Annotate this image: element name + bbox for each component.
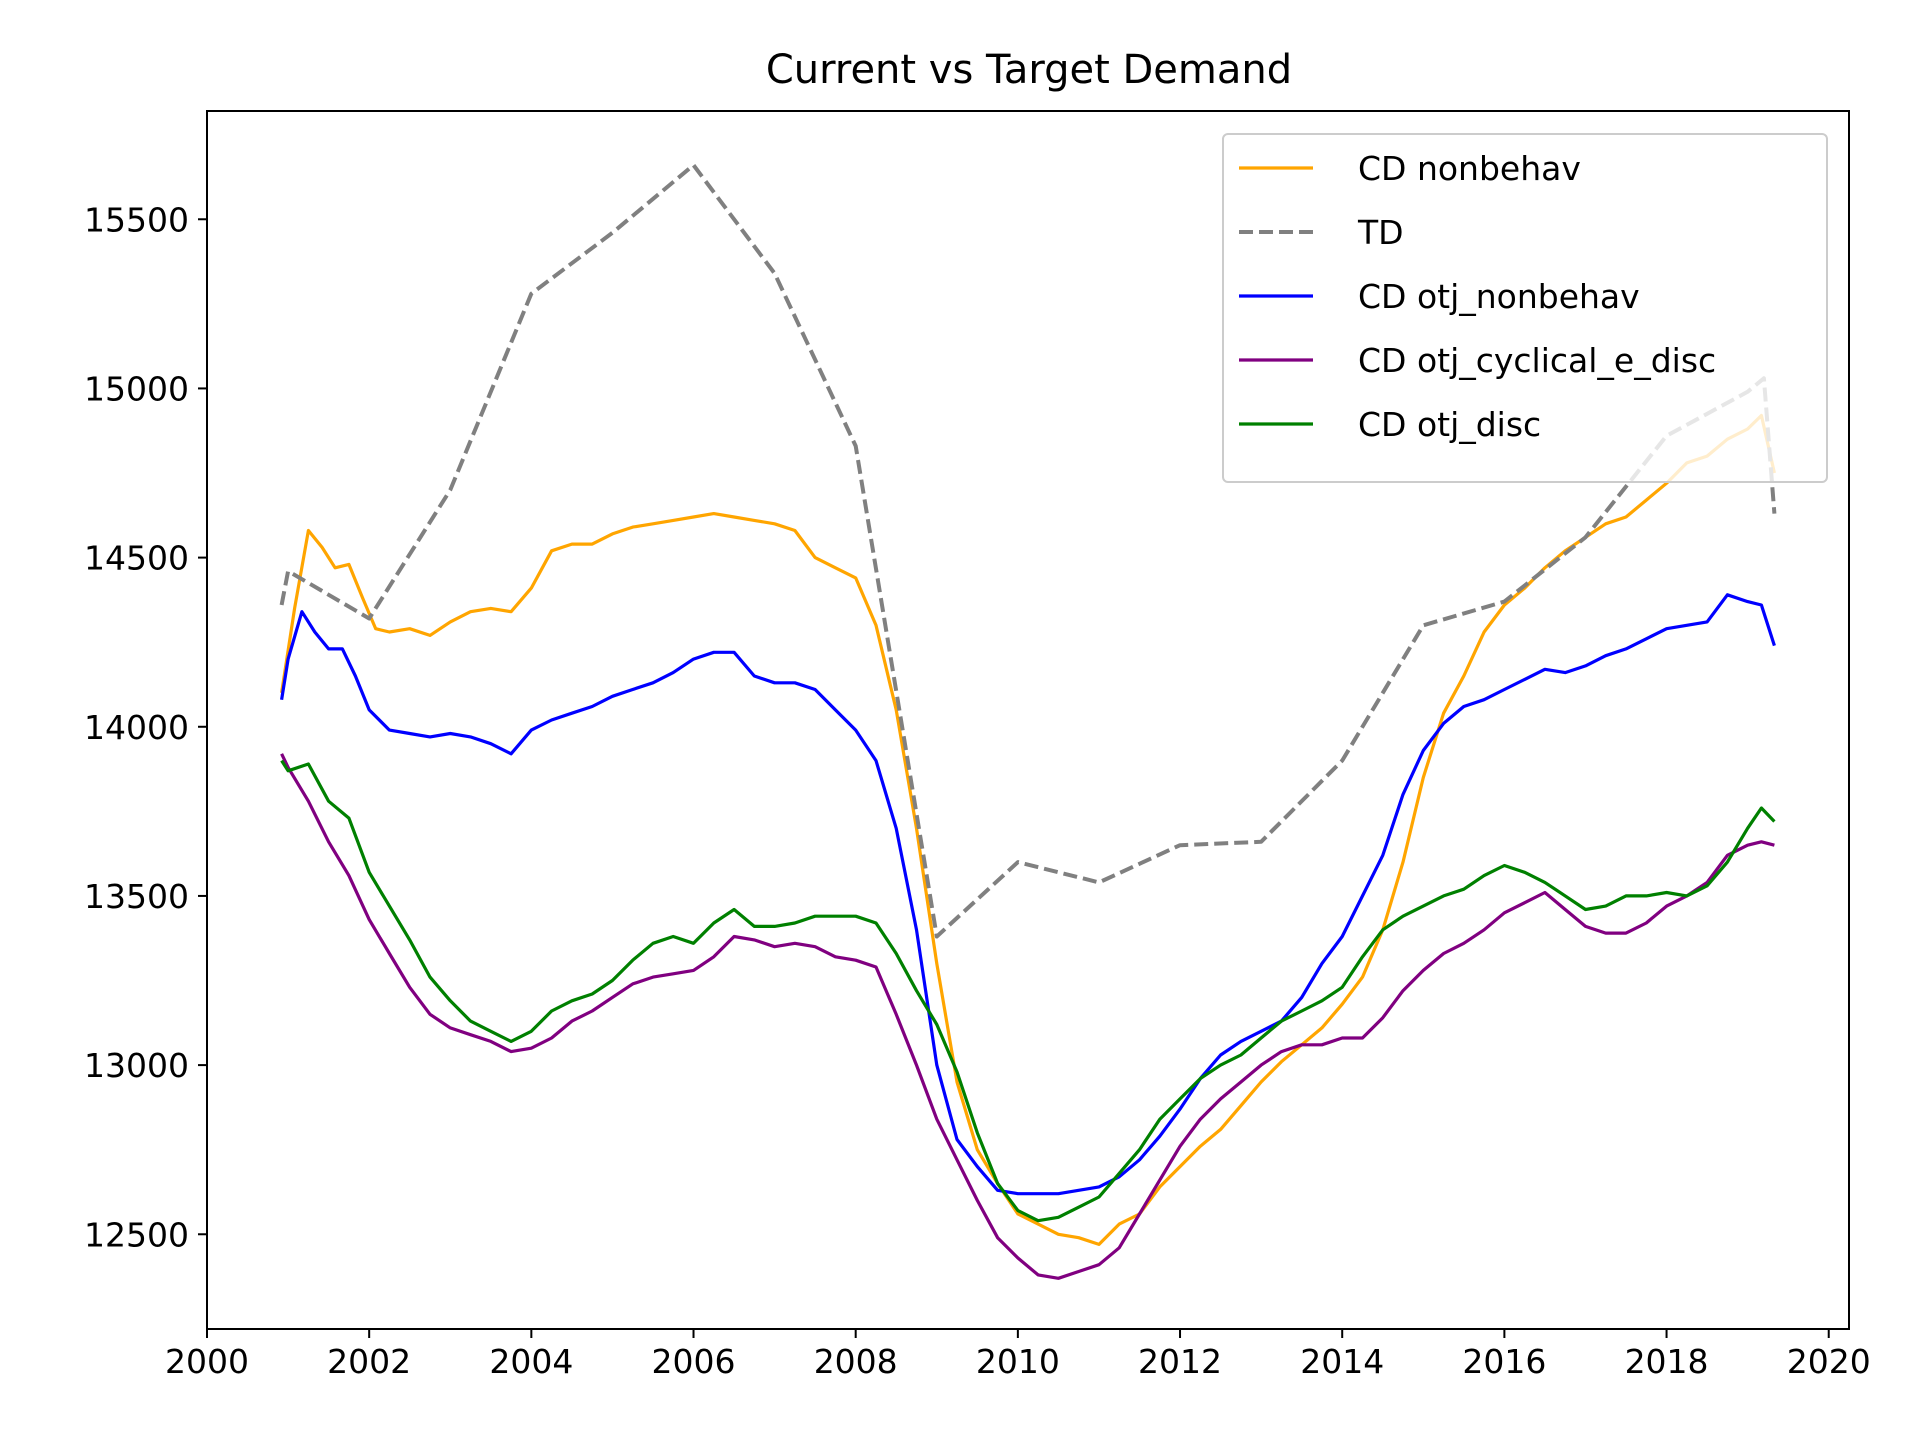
x-tick-label: 2004 bbox=[489, 1342, 573, 1381]
legend-label: CD otj_disc bbox=[1358, 405, 1541, 444]
x-tick-label: 2010 bbox=[976, 1342, 1060, 1381]
legend-label: TD bbox=[1357, 213, 1404, 252]
series-line-td bbox=[279, 163, 1777, 939]
x-tick-label: 2002 bbox=[327, 1342, 411, 1381]
x-tick-label: 2012 bbox=[1138, 1342, 1222, 1381]
legend-box bbox=[1222, 133, 1828, 483]
y-tick-label: 15000 bbox=[84, 369, 189, 408]
x-tick-label: 2006 bbox=[652, 1342, 736, 1381]
y-tick-label: 15500 bbox=[84, 200, 189, 239]
x-tick-label: 2008 bbox=[814, 1342, 898, 1381]
legend-label: CD otj_nonbehav bbox=[1358, 277, 1640, 316]
x-tick-label: 2018 bbox=[1625, 1342, 1709, 1381]
x-tick-label: 2000 bbox=[165, 1342, 249, 1381]
x-tick-label: 2016 bbox=[1462, 1342, 1546, 1381]
legend-label: CD otj_cyclical_e_disc bbox=[1358, 341, 1716, 380]
x-tick-label: 2020 bbox=[1787, 1342, 1871, 1381]
axes-frame bbox=[206, 110, 1850, 1330]
y-tick-label: 13500 bbox=[84, 877, 189, 916]
series-line-cd-otj-disc bbox=[280, 759, 1776, 1223]
series-line-cd-otj-cyclical-e-disc bbox=[280, 753, 1775, 1280]
y-tick-label: 14000 bbox=[84, 708, 189, 747]
y-tick-label: 12500 bbox=[84, 1215, 189, 1254]
y-tick-label: 13000 bbox=[84, 1046, 189, 1085]
plot-area bbox=[279, 163, 1777, 1280]
x-axis: 2000 2002 2004 2006 2008 2010 2012 2014 2016 2018… bbox=[165, 1329, 1871, 1381]
y-axis: 12500 13000 13500 14000 14500 15000 15500 bbox=[84, 200, 207, 1254]
legend: CD nonbehav TD CD otj_nonbehav CD otj_cycli… bbox=[1222, 133, 1828, 483]
y-tick-label: 14500 bbox=[84, 539, 189, 578]
x-tick-label: 2014 bbox=[1300, 1342, 1384, 1381]
legend-label: CD nonbehav bbox=[1358, 149, 1581, 188]
chart-title: Current vs Target Demand bbox=[766, 47, 1292, 93]
series-line-cd-otj-nonbehav bbox=[280, 593, 1776, 1196]
